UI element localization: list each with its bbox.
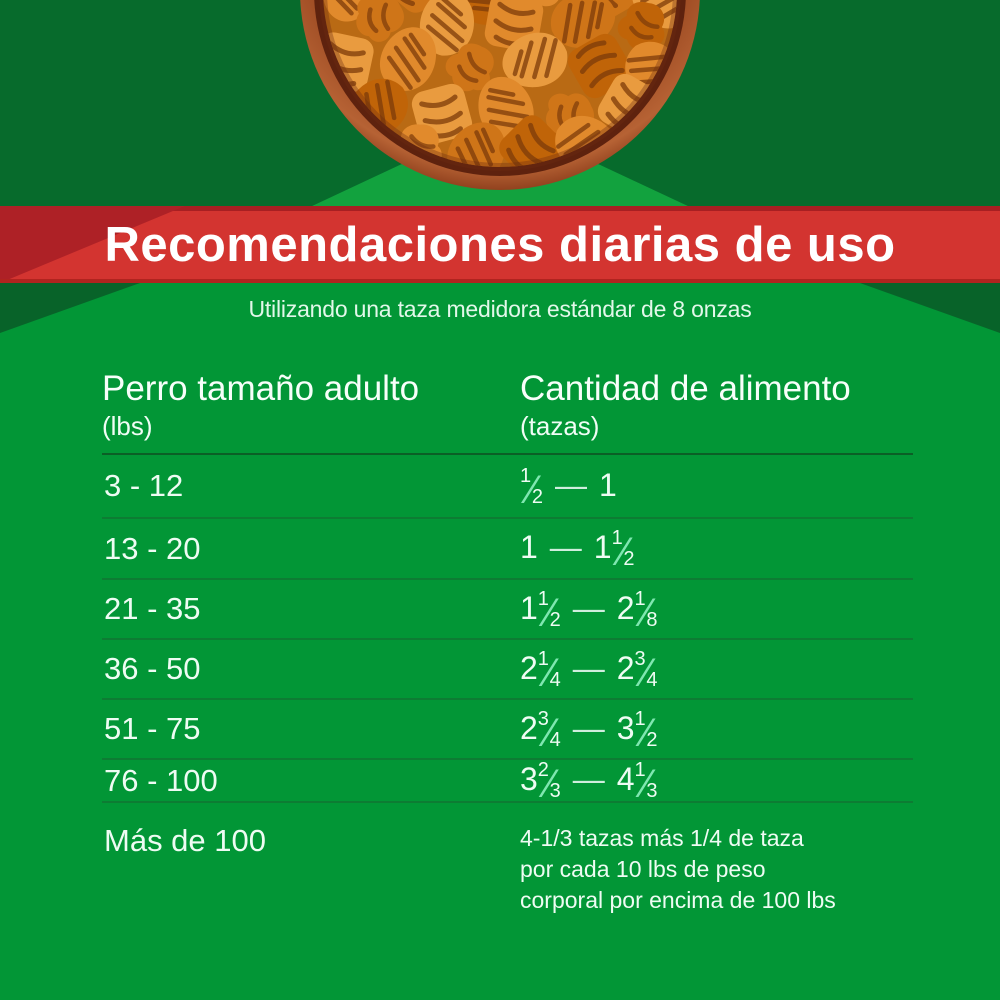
cup-amount: 11⁄2—21⁄8	[520, 587, 658, 635]
column-header-unit: (lbs)	[102, 411, 153, 441]
top-photo-section	[0, 0, 1000, 207]
range-dash: —	[572, 589, 605, 626]
weight-range: 21 - 35	[104, 591, 201, 626]
weight-range: 51 - 75	[104, 711, 201, 746]
weight-range: 13 - 20	[104, 530, 201, 566]
column-header-label: Perro tamaño adulto	[102, 369, 420, 408]
table-row: 36 - 50 21⁄4—23⁄4	[102, 640, 913, 700]
banner-bottom-edge	[0, 279, 1000, 283]
range-dash: —	[554, 466, 587, 503]
column-header-food-amount: Cantidad de alimento (tazas)	[520, 368, 913, 453]
range-dash: —	[572, 761, 605, 797]
range-dash: —	[572, 649, 605, 686]
table-header-row: Perro tamaño adulto (lbs) Cantidad de al…	[102, 362, 913, 455]
column-header-label: Cantidad de alimento	[520, 369, 851, 408]
dog-food-bowl-image	[300, 0, 700, 190]
page-title: Recomendaciones diarias de uso	[104, 218, 896, 272]
over-100-instructions: 4-1/3 tazas más 1/4 de taza por cada 10 …	[520, 825, 836, 913]
feeding-table: Perro tamaño adulto (lbs) Cantidad de al…	[102, 362, 913, 916]
range-dash: —	[572, 709, 605, 746]
cup-amount: 32⁄3—41⁄3	[520, 759, 658, 806]
range-dash: —	[549, 529, 582, 565]
title-banner: Recomendaciones diarias de uso	[0, 206, 1000, 283]
weight-range: 3 - 12	[104, 468, 184, 503]
table-row: 3 - 12 1⁄2—1⁄	[102, 455, 913, 519]
weight-range: 36 - 50	[104, 651, 201, 686]
table-row: 13 - 20 1⁄—11⁄2	[102, 519, 913, 580]
table-row: 76 - 100 32⁄3—41⁄3	[102, 759, 913, 806]
weight-range: Más de 100	[104, 823, 266, 858]
cup-amount: 1⁄—11⁄2	[520, 527, 635, 574]
table-row: 21 - 35 11⁄2—21⁄8	[102, 580, 913, 640]
column-header-dog-size: Perro tamaño adulto (lbs)	[102, 368, 520, 453]
cup-amount: 23⁄4—31⁄2	[520, 707, 658, 755]
banner-top-edge	[0, 206, 1000, 211]
table-row: 51 - 75 23⁄4—31⁄2	[102, 700, 913, 760]
weight-range: 76 - 100	[104, 762, 218, 798]
column-header-unit: (tazas)	[520, 411, 600, 441]
cup-amount: 21⁄4—23⁄4	[520, 647, 658, 695]
cup-amount: 1⁄2—1⁄	[520, 464, 617, 512]
table-row-over-100: Más de 100 4-1/3 tazas más 1/4 de taza p…	[102, 803, 913, 916]
subtitle: Utilizando una taza medidora estándar de…	[248, 296, 752, 322]
